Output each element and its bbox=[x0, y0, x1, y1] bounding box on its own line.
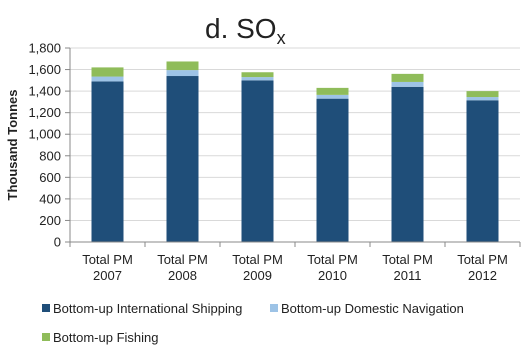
bars bbox=[91, 61, 499, 243]
legend-label: Bottom-up International Shipping bbox=[53, 301, 242, 316]
bar-segment-2-3 bbox=[241, 77, 274, 81]
y-tick-label: 1,800 bbox=[28, 41, 61, 56]
y-axis-ticks: 0 200 400 600 800 1,000 1,200 1,400 1,600 1,800 bbox=[28, 41, 70, 250]
bar-segment-1-4 bbox=[316, 98, 349, 243]
bar-segment-2-5 bbox=[391, 81, 424, 87]
bar-segment-3-5 bbox=[391, 73, 424, 82]
bar-segment-1-5 bbox=[391, 86, 424, 242]
bar-segment-1-2 bbox=[166, 76, 199, 243]
x-tick-label: Total PM 2007 bbox=[82, 252, 133, 283]
y-tick-label: 400 bbox=[39, 191, 61, 206]
x-tick-label: Total PM 2009 bbox=[232, 252, 283, 283]
x-tick-label: Total PM 2010 bbox=[307, 252, 358, 283]
x-axis-ticks: Total PM 2007 Total PM 2008 Total PM 2009 Tota… bbox=[69, 242, 521, 283]
bar-segment-3-2 bbox=[166, 61, 199, 71]
y-tick-label: 800 bbox=[39, 148, 61, 163]
bar-segment-3-1 bbox=[91, 67, 124, 77]
y-tick-label: 1,600 bbox=[28, 62, 61, 77]
y-tick-label: 1,400 bbox=[28, 84, 61, 99]
y-tick-label: 600 bbox=[39, 170, 61, 185]
gridlines bbox=[70, 47, 520, 221]
chart-title-main: d. SO bbox=[205, 13, 277, 44]
bar-segment-2-1 bbox=[91, 76, 124, 82]
bar-segment-1-1 bbox=[91, 81, 124, 243]
bar-segment-3-3 bbox=[241, 72, 274, 78]
legend-swatch bbox=[42, 304, 50, 312]
legend-label: Bottom-up Domestic Navigation bbox=[281, 301, 464, 316]
y-tick-label: 0 bbox=[54, 235, 61, 250]
legend-swatch bbox=[270, 304, 278, 312]
bar-segment-1-3 bbox=[241, 80, 274, 242]
bar-segment-3-4 bbox=[316, 87, 349, 95]
legend: Bottom-up International Shipping Bottom-u… bbox=[42, 301, 464, 345]
y-axis-label: Thousand Tonnes bbox=[5, 90, 20, 201]
chart-title: d. SOx bbox=[205, 13, 286, 48]
bar-segment-1-6 bbox=[466, 100, 499, 243]
legend-label: Bottom-up Fishing bbox=[53, 330, 159, 345]
legend-swatch bbox=[42, 333, 50, 341]
y-tick-label: 200 bbox=[39, 213, 61, 228]
bar-segment-3-6 bbox=[466, 91, 499, 98]
bar-segment-2-6 bbox=[466, 97, 499, 101]
x-tick-label: Total PM 2011 bbox=[382, 252, 433, 283]
x-tick-label: Total PM 2012 bbox=[457, 252, 508, 283]
y-tick-label: 1,000 bbox=[28, 127, 61, 142]
x-tick-label: Total PM 2008 bbox=[157, 252, 208, 283]
chart-title-subscript: x bbox=[277, 28, 286, 48]
x-axis bbox=[69, 48, 520, 243]
y-tick-label: 1,200 bbox=[28, 105, 61, 120]
bar-segment-2-2 bbox=[166, 70, 199, 77]
bar-segment-2-4 bbox=[316, 94, 349, 99]
